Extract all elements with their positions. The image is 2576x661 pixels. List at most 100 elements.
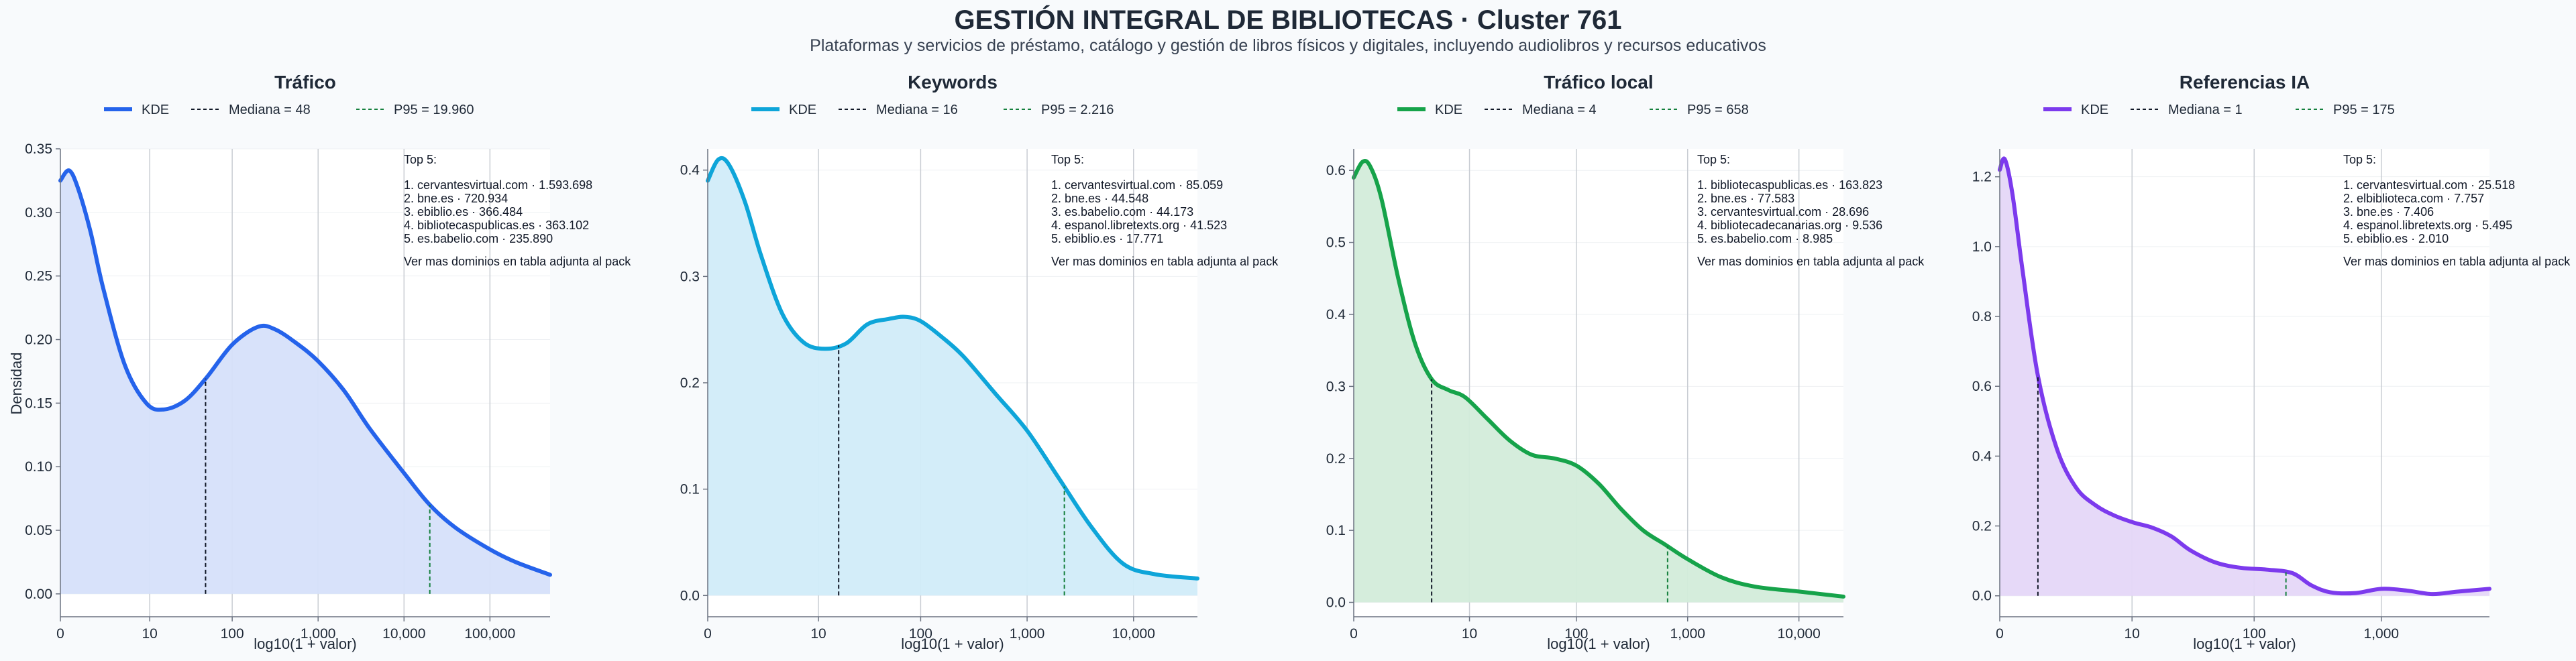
chart-legend: KDE Mediana = 1 P95 = 175 [2043, 103, 2395, 117]
kde-area [708, 158, 1197, 596]
legend-p95-label: P95 = 2.216 [1041, 103, 1114, 117]
top5-item: 5. ebiblio.es · 2.010 [2343, 232, 2449, 245]
y-tick-label: 0.4 [680, 163, 700, 178]
kde-curve [1352, 159, 1845, 599]
y-tick-label: 0.6 [1326, 163, 1346, 178]
x-tick-label: 100 [1564, 626, 1588, 642]
top5-item: 4. bibliotecadecanarias.org · 9.536 [1697, 219, 1882, 232]
x-tick-label: 10,000 [382, 626, 425, 642]
x-tick-label: 100 [221, 626, 244, 642]
top5-annotation: Top 5: 1. cervantesvirtual.com · 85.0592.… [1051, 153, 1279, 268]
top5-item: 1. bibliotecaspublicas.es · 163.823 [1697, 178, 1882, 192]
x-axis-label: log10(1 + valor) [1547, 636, 1650, 652]
y-tick-label: 0.2 [680, 375, 700, 391]
x-tick-label: 0 [704, 626, 712, 642]
y-tick-label: 0.6 [1972, 379, 1992, 394]
x-tick-label: 10,000 [1778, 626, 1821, 642]
chart-title: Tráfico local [1544, 72, 1653, 93]
legend-p95-label: P95 = 175 [2333, 103, 2395, 117]
top5-item: 4. bibliotecaspublicas.es · 363.102 [404, 219, 589, 232]
top5-item: 3. bne.es · 7.406 [2343, 205, 2434, 219]
x-tick-label: 1,000 [2364, 626, 2400, 642]
page-subtitle: Plataformas y servicios de préstamo, cat… [810, 36, 1766, 55]
chart-title: Tráfico [274, 72, 336, 93]
y-tick-label: 0.30 [25, 205, 52, 221]
top5-footer: Ver mas dominios en tabla adjunta al pac… [2343, 255, 2571, 268]
y-tick-label: 1.0 [1972, 239, 1992, 255]
chart-title: Keywords [908, 72, 998, 93]
top5-item: 2. bne.es · 44.548 [1051, 192, 1148, 205]
y-tick-label: 0.1 [1326, 523, 1346, 538]
y-tick-label: 0.00 [25, 587, 52, 602]
x-tick-label: 1,000 [1010, 626, 1045, 642]
legend-median-label: Mediana = 16 [876, 103, 958, 117]
top5-header: Top 5: [404, 153, 437, 166]
y-tick-label: 0.3 [1326, 379, 1346, 394]
top5-footer: Ver mas dominios en tabla adjunta al pac… [1051, 255, 1279, 268]
y-tick-label: 0.0 [680, 588, 700, 603]
legend-median-label: Mediana = 1 [2168, 103, 2243, 117]
x-axis-label: log10(1 + valor) [254, 636, 356, 652]
legend-kde-label: KDE [789, 103, 816, 117]
chart-panel-1: Tráfico KDE Mediana = 48 P95 = 19.960 0.00 0.… [8, 72, 631, 652]
x-axis-label: log10(1 + valor) [2193, 636, 2296, 652]
legend-median-label: Mediana = 48 [229, 103, 311, 117]
x-tick-label: 10 [2125, 626, 2140, 642]
y-tick-label: 0.3 [680, 269, 700, 284]
kde-curve [706, 156, 1199, 581]
x-tick-label: 100 [2243, 626, 2266, 642]
legend-median-label: Mediana = 4 [1522, 103, 1597, 117]
x-tick-label: 0 [56, 626, 64, 642]
top5-item: 1. cervantesvirtual.com · 85.059 [1051, 178, 1223, 192]
page-title: GESTIÓN INTEGRAL DE BIBLIOTECAS · Cluste… [954, 5, 1622, 35]
y-tick-label: 0.8 [1972, 309, 1992, 324]
y-tick-label: 1.2 [1972, 170, 1992, 185]
legend-kde-label: KDE [1435, 103, 1462, 117]
top5-item: 4. espanol.libretexts.org · 41.523 [1051, 219, 1227, 232]
x-tick-label: 10 [142, 626, 158, 642]
chart-panel-4: Referencias IA KDE Mediana = 1 P95 = 175 0.0… [1972, 72, 2571, 652]
top5-item: 2. bne.es · 77.583 [1697, 192, 1794, 205]
top5-item: 5. es.babelio.com · 8.985 [1697, 232, 1833, 245]
legend-p95-label: P95 = 658 [1687, 103, 1749, 117]
y-tick-label: 0.15 [25, 396, 52, 411]
kde-curve [58, 168, 552, 577]
x-tick-label: 1,000 [1670, 626, 1705, 642]
top5-item: 1. cervantesvirtual.com · 1.593.698 [404, 178, 592, 192]
top5-footer: Ver mas dominios en tabla adjunta al pac… [1697, 255, 1925, 268]
top5-header: Top 5: [2343, 153, 2376, 166]
top5-item: 3. es.babelio.com · 44.173 [1051, 205, 1193, 219]
x-tick-label: 0 [1996, 626, 2004, 642]
y-tick-label: 0.20 [25, 333, 52, 348]
kde-curve [1998, 156, 2491, 597]
legend-p95-label: P95 = 19.960 [394, 103, 474, 117]
x-tick-label: 1,000 [301, 626, 336, 642]
y-tick-label: 0.25 [25, 269, 52, 284]
top5-header: Top 5: [1051, 153, 1084, 166]
x-tick-label: 10,000 [1112, 626, 1155, 642]
top5-annotation: Top 5: 1. bibliotecaspublicas.es · 163.82… [1697, 153, 1925, 268]
top5-item: 3. cervantesvirtual.com · 28.696 [1697, 205, 1869, 219]
y-axis-label: Densidad [8, 353, 25, 415]
y-tick-label: 0.10 [25, 459, 52, 475]
top5-header: Top 5: [1697, 153, 1730, 166]
y-tick-label: 0.05 [25, 523, 52, 538]
chart-panel-2: Keywords KDE Mediana = 16 P95 = 2.216 0.0 0.1… [680, 72, 1279, 652]
top5-item: 3. ebiblio.es · 366.484 [404, 205, 523, 219]
chart-title: Referencias IA [2180, 72, 2310, 93]
y-tick-label: 0.4 [1326, 307, 1346, 322]
chart-legend: KDE Mediana = 4 P95 = 658 [1397, 103, 1749, 117]
x-tick-label: 100,000 [464, 626, 515, 642]
legend-kde-label: KDE [2081, 103, 2108, 117]
x-tick-label: 10 [1462, 626, 1477, 642]
y-tick-label: 0.5 [1326, 235, 1346, 251]
y-tick-label: 0.2 [1972, 519, 1992, 534]
x-tick-label: 100 [909, 626, 932, 642]
y-tick-label: 0.1 [680, 482, 700, 497]
legend-kde-label: KDE [142, 103, 169, 117]
x-tick-label: 10 [810, 626, 826, 642]
x-axis-label: log10(1 + valor) [901, 636, 1004, 652]
y-tick-label: 0.0 [1972, 589, 1992, 604]
x-tick-label: 0 [1350, 626, 1358, 642]
